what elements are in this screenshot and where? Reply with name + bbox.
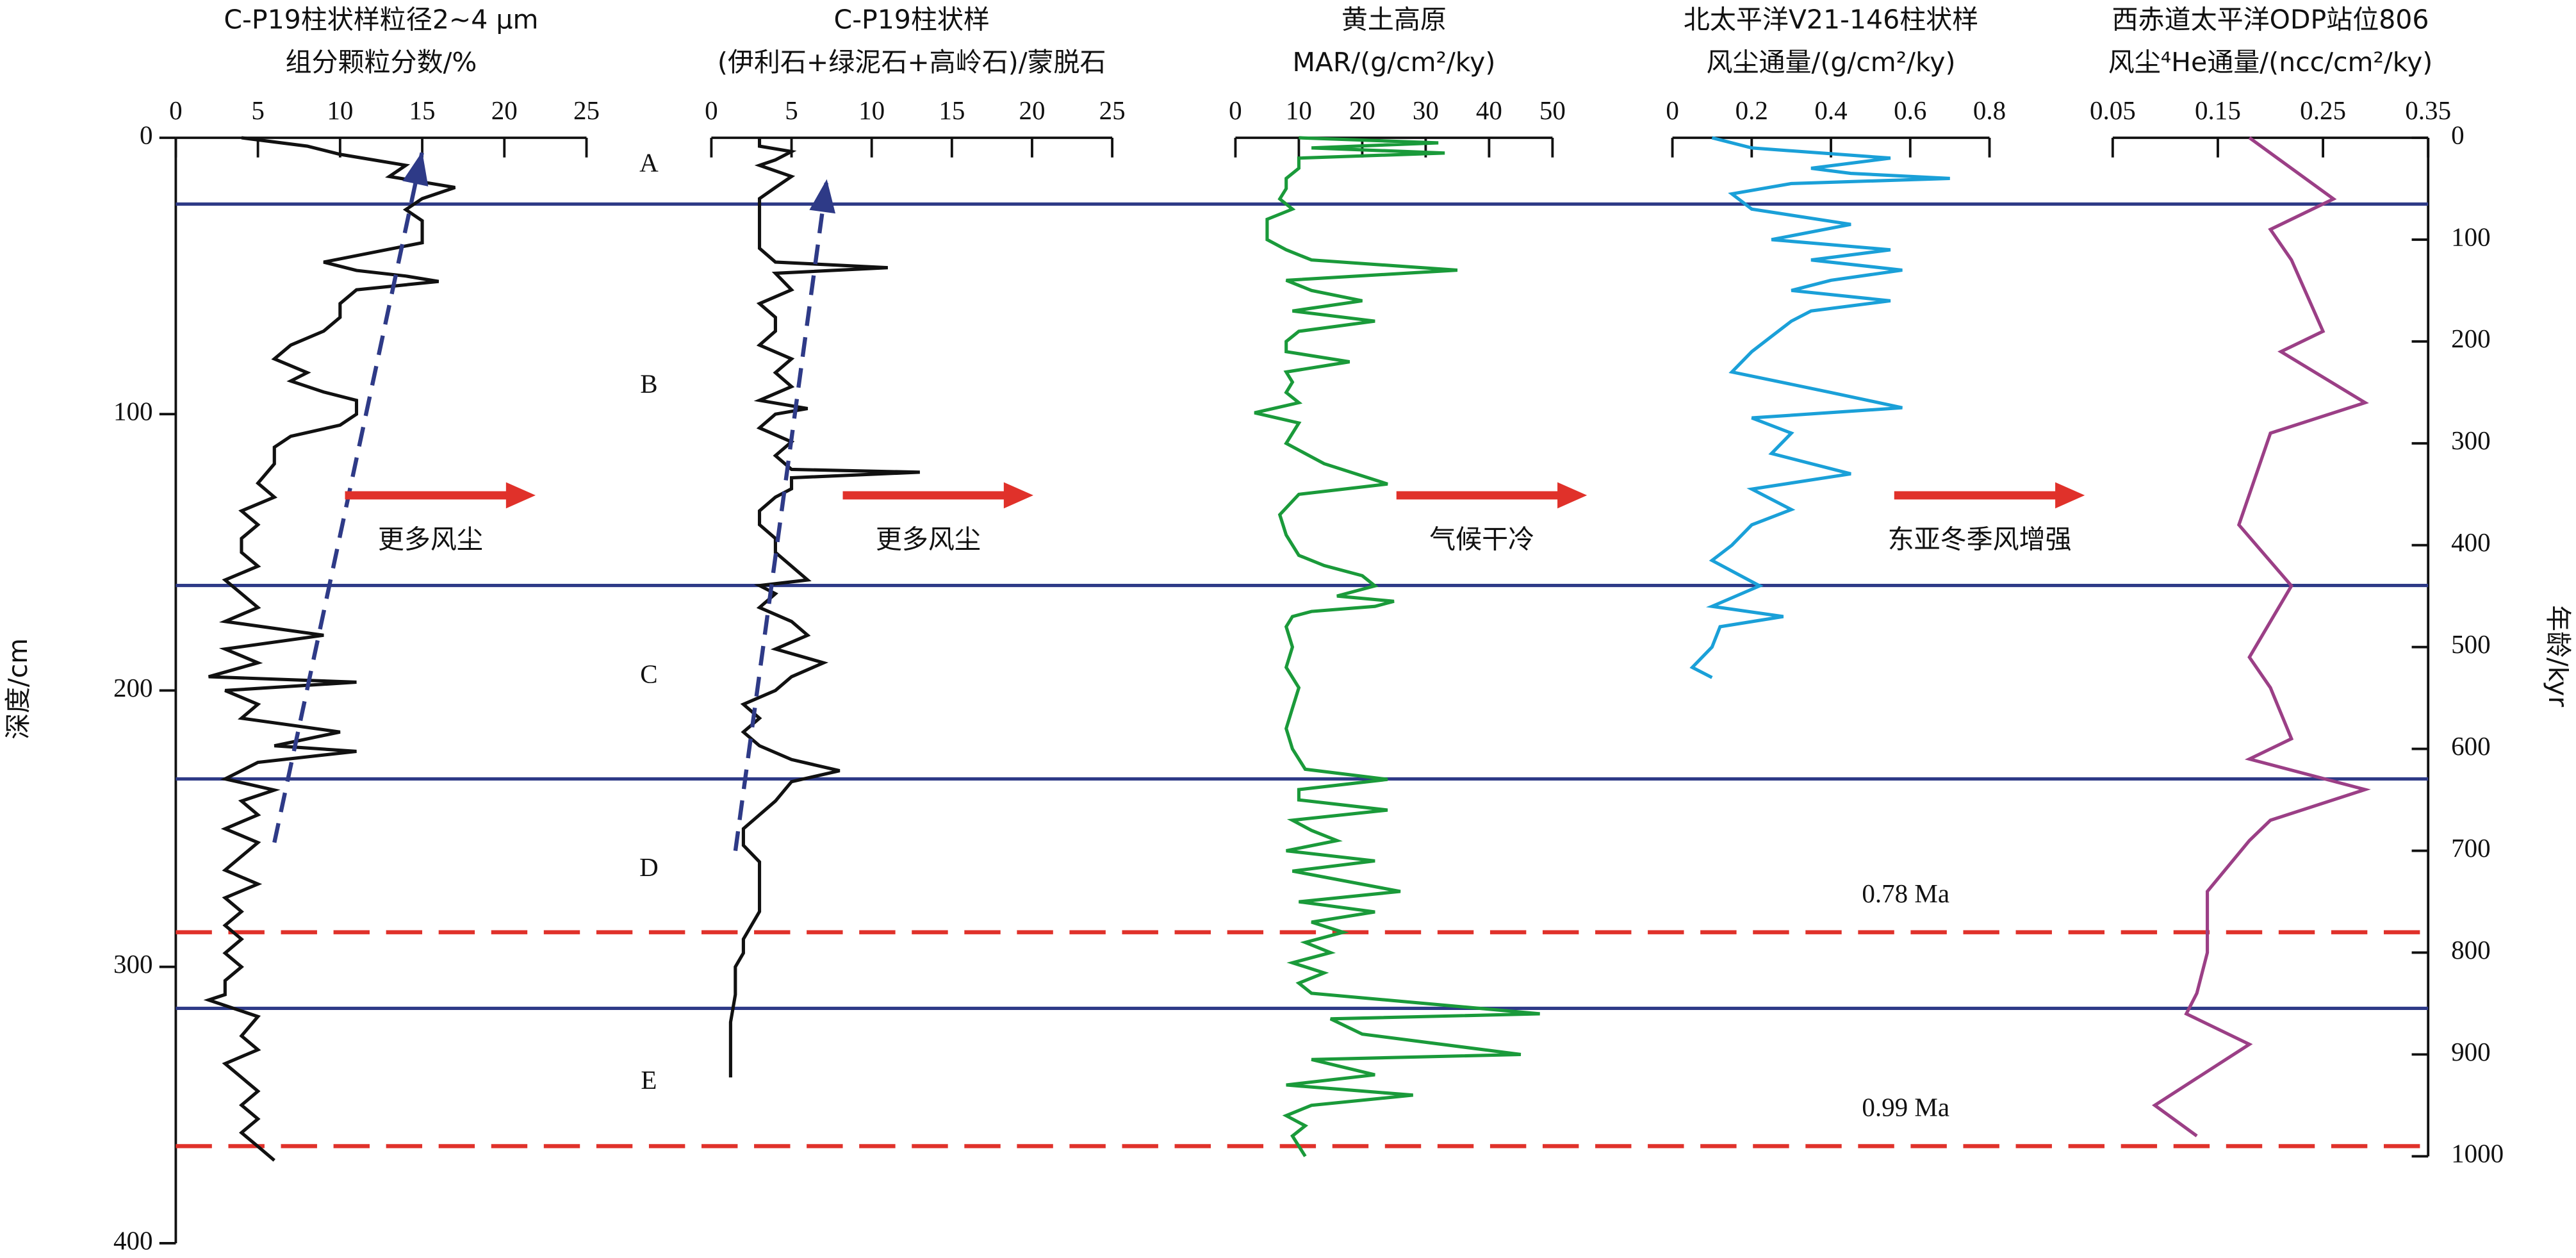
x-tick-label: 0 [169,95,183,125]
annotation: 气候干冷 [1429,524,1534,555]
x-tick-label: 0.35 [2405,95,2451,125]
y2-tick-label: 100 [2451,222,2491,251]
y2-tick-label: 800 [2451,935,2491,964]
x-tick-label: 5 [251,95,265,125]
panel-title: 西赤道太平洋ODP站位806 [2112,4,2429,35]
x-tick-label: 15 [939,95,965,125]
x-tick-label: 0.6 [1894,95,1926,125]
profile-line [728,137,920,1078]
x-tick-label: 25 [1099,95,1126,125]
y2-tick-label: 900 [2451,1037,2491,1066]
x-tick-label: 0.4 [1814,95,1847,125]
x-tick-label: 0 [1229,95,1242,125]
panel-title: 风尘⁴He通量/(ncc/cm²/ky) [2108,47,2433,78]
x-tick-label: 15 [409,95,436,125]
x-tick-label: 0 [1666,95,1679,125]
x-tick-label: 20 [1019,95,1045,125]
panel-title: 组分颗粒分数/% [286,47,477,78]
x-tick-label: 10 [858,95,885,125]
panel-title: 风尘通量/(g/cm²/ky) [1707,47,1956,78]
zone-label: A [639,148,659,178]
profile-line [2151,136,2371,1138]
zone-label: E [641,1065,657,1095]
y2-tick-label: 200 [2451,324,2491,353]
y2-tick-label: 1000 [2451,1139,2504,1168]
y-tick-label: 0 [140,120,153,149]
profile-line [1254,136,1540,1157]
y2-tick-label: 600 [2451,731,2491,761]
annotation-arrowhead [505,482,536,509]
annotation: 东亚冬季风增强 [1888,524,2072,555]
panel-title: 北太平洋V21-146柱状样 [1684,4,1978,35]
panel-title: MAR/(g/cm²/ky) [1292,47,1495,78]
x-tick-label: 0.05 [2090,95,2136,125]
trend-line [733,179,829,852]
panel-title: (伊利石+绿泥石+高岭石)/蒙脱石 [718,47,1106,78]
profile-line [203,136,456,1162]
zone-label: C [640,659,657,688]
y2-tick-label: 700 [2451,833,2491,863]
zone-label: D [639,852,659,882]
x-tick-label: 10 [1286,95,1312,125]
annotation-arrowhead [1003,482,1034,509]
x-tick-label: 30 [1413,95,1439,125]
y-tick-label: 100 [113,397,153,426]
y-tick-label: 200 [113,673,153,702]
x-tick-label: 5 [785,95,798,125]
x-tick-label: 10 [327,95,353,125]
x-tick-label: 0.25 [2300,95,2346,125]
x-tick-label: 40 [1476,95,1502,125]
age-marker-label: 0.78 Ma [1862,879,1949,908]
profile-line [1689,136,1950,679]
y2-tick-label: 0 [2451,120,2465,149]
x-tick-label: 0 [705,95,718,125]
x-tick-label: 50 [1539,95,1566,125]
y2-tick-label: 500 [2451,629,2491,659]
y2-tick-label: 300 [2451,426,2491,455]
annotation: 更多风尘 [876,524,981,555]
y-tick-label: 300 [113,949,153,979]
panel-title: C-P19柱状样 [834,4,990,35]
trend-arrowhead [809,179,836,214]
annotation-arrowhead [1557,482,1587,509]
panel-title: 黄土高原 [1341,4,1447,35]
y-tick-label: 400 [113,1225,153,1255]
y2-axis-label: 年龄/kyr [2543,605,2573,707]
x-tick-label: 0.2 [1735,95,1768,125]
panel-title: C-P19柱状样粒径2~4 μm [224,4,538,35]
x-tick-label: 0.15 [2195,95,2241,125]
y2-tick-label: 400 [2451,527,2491,557]
trend-arrowhead [402,151,429,186]
age-marker-label: 0.99 Ma [1862,1093,1949,1122]
x-tick-label: 25 [573,95,600,125]
annotation: 更多风尘 [378,524,483,555]
annotation-arrowhead [2055,482,2085,509]
x-tick-label: 20 [491,95,518,125]
x-tick-label: 0.8 [1973,95,2006,125]
x-tick-label: 20 [1349,95,1375,125]
zone-label: B [640,369,657,399]
y-axis-label: 深度/cm [3,638,33,740]
